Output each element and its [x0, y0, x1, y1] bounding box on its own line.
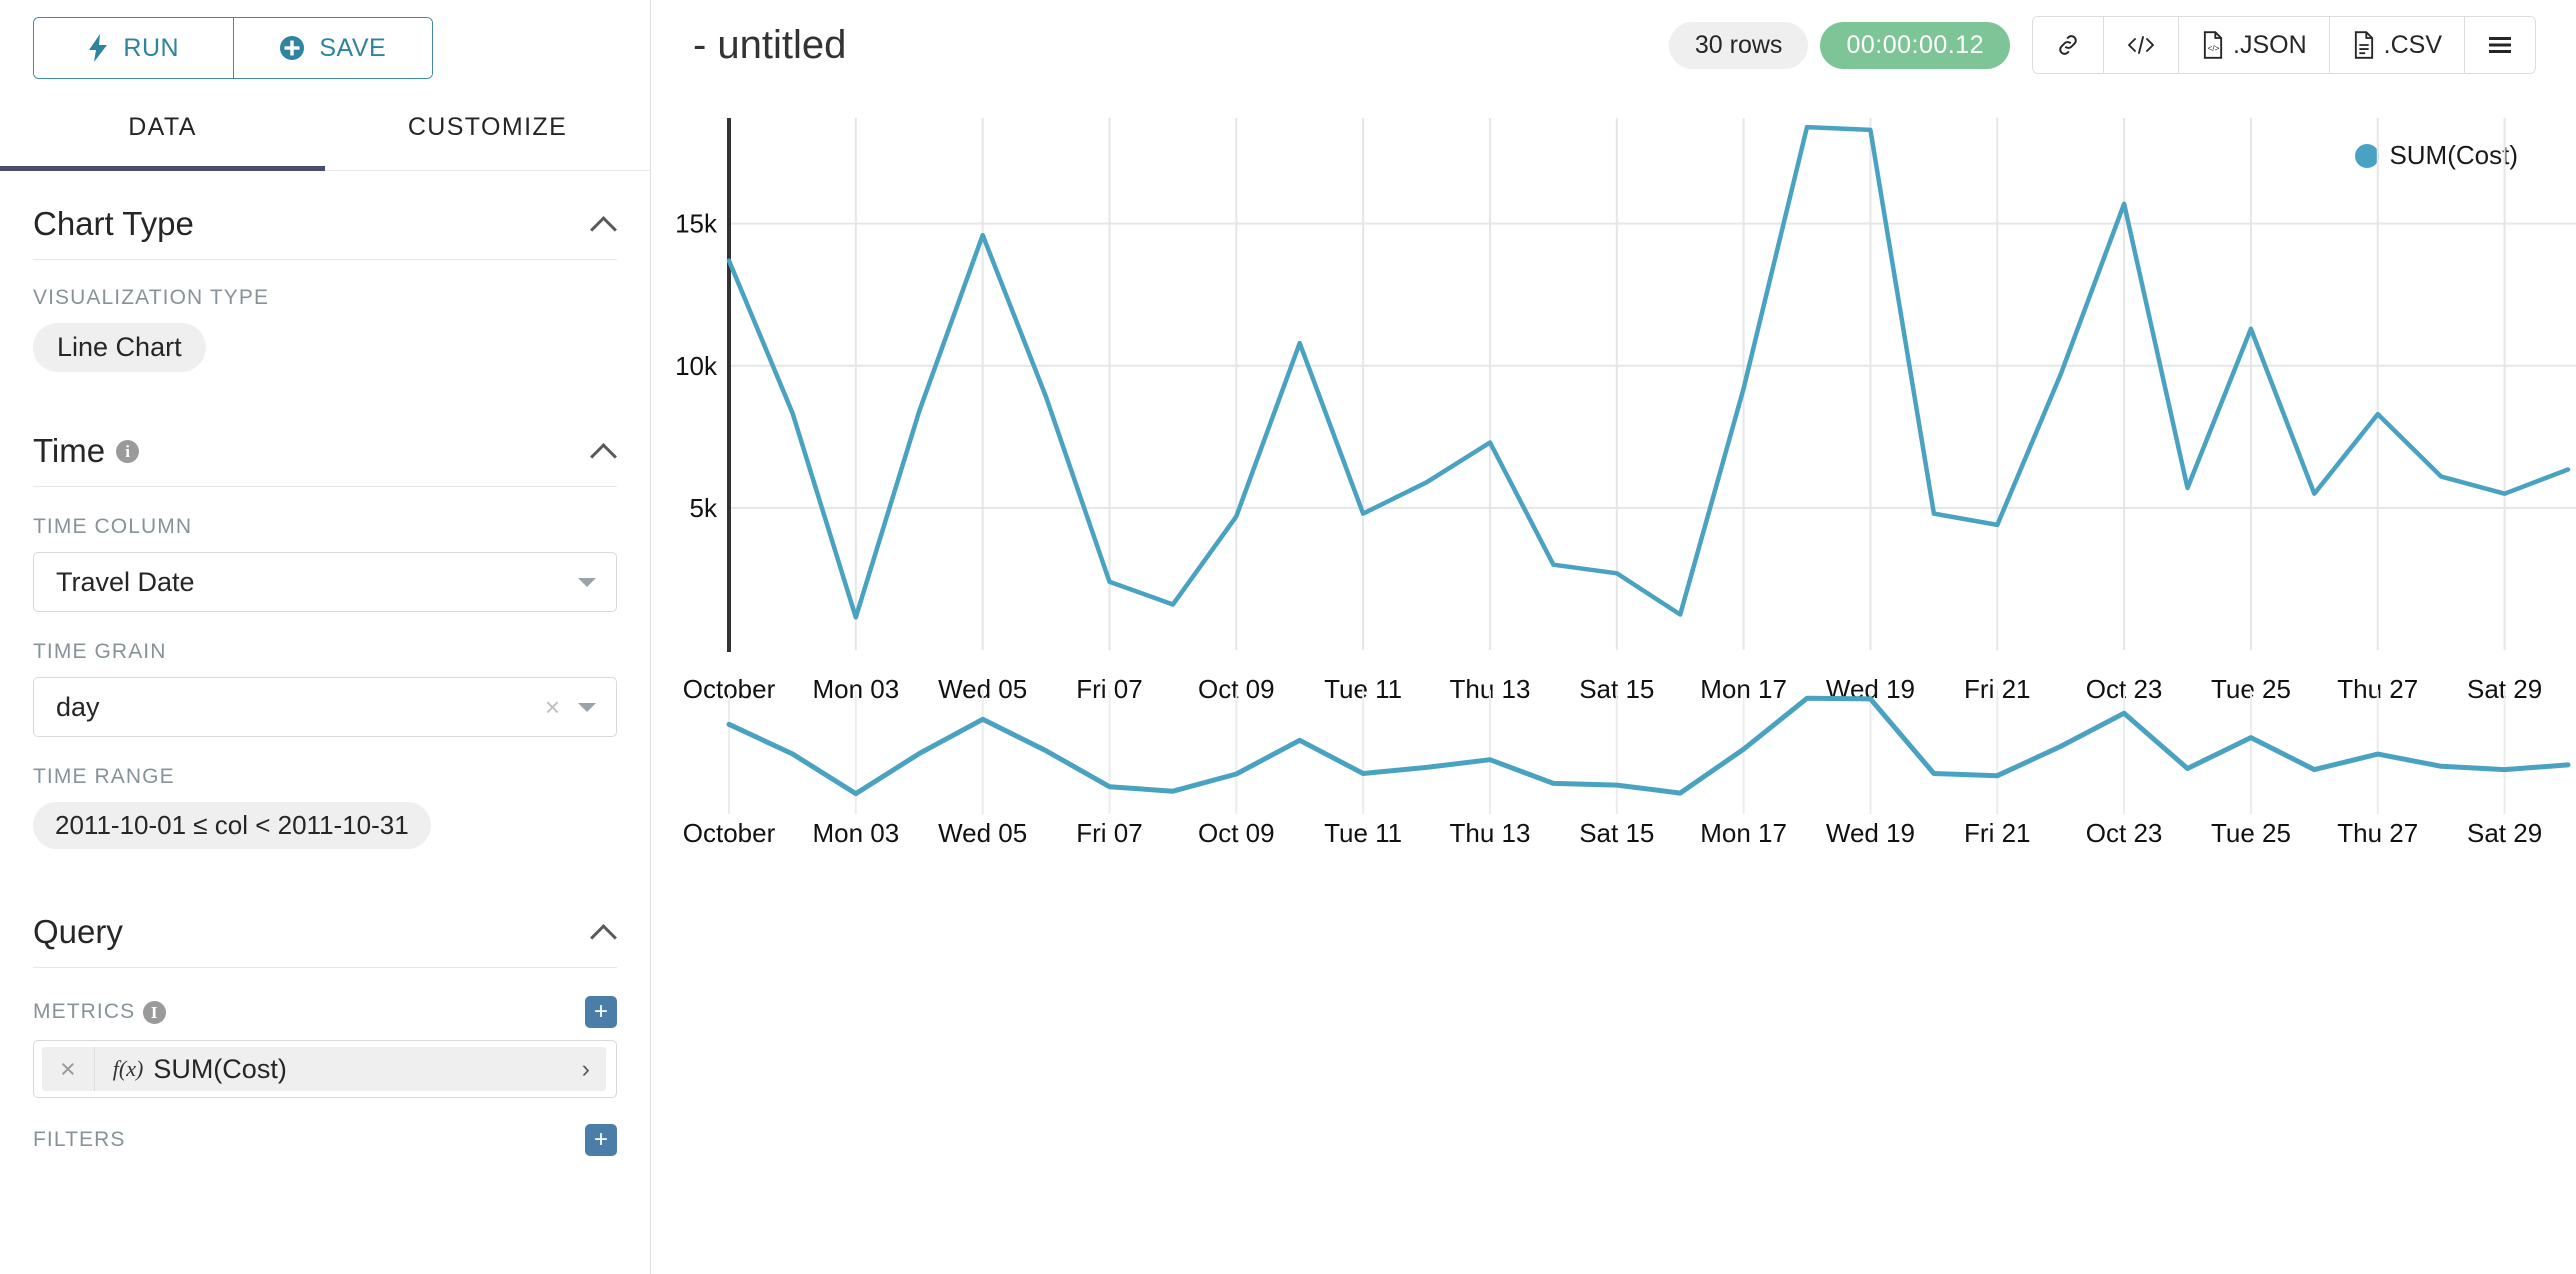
svg-text:Thu 27: Thu 27	[2337, 818, 2418, 848]
bolt-icon	[87, 34, 109, 62]
add-filter-button[interactable]: +	[585, 1124, 617, 1156]
section-chart-type-title: Chart Type	[33, 205, 194, 242]
chart-actions-group: </> .JSON .CSV	[2032, 16, 2536, 74]
legend-color-swatch	[2355, 143, 2380, 168]
metrics-field: METRICS i + × f(x) SUM(Cost) ›	[33, 996, 617, 1098]
remove-metric-icon[interactable]: ×	[42, 1047, 95, 1091]
panel-tabs: DATA CUSTOMIZE	[0, 101, 650, 171]
svg-text:Wed 19: Wed 19	[1826, 818, 1915, 848]
chevron-down-icon[interactable]	[578, 702, 596, 712]
time-grain-select[interactable]: day ×	[33, 677, 617, 737]
svg-text:Tue 11: Tue 11	[1324, 818, 1402, 848]
metrics-control[interactable]: × f(x) SUM(Cost) ›	[33, 1040, 617, 1098]
page-title[interactable]: - untitled	[693, 22, 847, 67]
line-chart-svg: 5k 10k 15k October Mon 03 Wed 05 Fri 07 Oct 09 T…	[675, 118, 2576, 848]
svg-text:Sat 29: Sat 29	[2467, 818, 2542, 848]
svg-text:Oct 09: Oct 09	[1198, 818, 1275, 848]
row-count-badge: 30 rows	[1668, 21, 1809, 69]
query-duration-badge: 00:00:00.12	[1820, 21, 2011, 69]
visualization-type-field: VISUALIZATION TYPE Line Chart	[33, 260, 617, 372]
visualization-type-label: VISUALIZATION TYPE	[33, 286, 270, 309]
export-json-label: .JSON	[2233, 30, 2307, 59]
hamburger-icon	[2487, 34, 2513, 56]
run-button[interactable]: RUN	[34, 18, 233, 78]
chevron-up-icon[interactable]	[591, 438, 617, 464]
svg-text:Oct 23: Oct 23	[2086, 818, 2163, 848]
export-csv-button[interactable]: .CSV	[2328, 17, 2464, 73]
time-column-field: TIME COLUMN Travel Date	[33, 515, 617, 612]
svg-text:</>: </>	[2208, 44, 2220, 53]
svg-text:Sat 15: Sat 15	[1579, 818, 1654, 848]
svg-text:Mon 17: Mon 17	[1700, 818, 1787, 848]
chevron-down-icon[interactable]	[578, 577, 596, 587]
run-save-button-group: RUN SAVE	[33, 17, 433, 79]
metric-value: SUM(Cost)	[153, 1053, 287, 1084]
csv-file-icon	[2352, 31, 2376, 59]
chart-canvas: 5k 10k 15k October Mon 03 Wed 05 Fri 07 Oct 09 T…	[651, 110, 2576, 1150]
control-panel: RUN SAVE DATA CUSTOMIZE Chart Type VISUA…	[0, 0, 651, 1274]
share-link-button[interactable]	[2033, 17, 2104, 73]
section-query-title: Query	[33, 913, 123, 950]
section-time-title-text: Time	[33, 432, 106, 469]
svg-text:Tue 25: Tue 25	[2211, 818, 2291, 848]
filters-label: FILTERS	[33, 1128, 126, 1151]
metrics-label: METRICS	[33, 1000, 136, 1023]
svg-text:Thu 13: Thu 13	[1449, 818, 1530, 848]
time-column-value: Travel Date	[56, 566, 195, 597]
svg-text:October: October	[683, 818, 776, 848]
metric-chip[interactable]: × f(x) SUM(Cost) ›	[42, 1047, 606, 1091]
svg-text:Fri 21: Fri 21	[1964, 818, 2030, 848]
add-metric-button[interactable]: +	[585, 996, 617, 1028]
save-button-label: SAVE	[319, 33, 387, 62]
visualization-type-value[interactable]: Line Chart	[33, 323, 206, 372]
section-time-header[interactable]: Time i	[33, 398, 617, 487]
clear-icon[interactable]: ×	[544, 691, 560, 722]
section-query-header[interactable]: Query	[33, 879, 617, 968]
info-icon[interactable]: i	[143, 1000, 167, 1024]
info-icon[interactable]: i	[116, 439, 140, 463]
tab-customize[interactable]: CUSTOMIZE	[407, 113, 568, 141]
filters-field: FILTERS +	[33, 1124, 617, 1156]
chart-panel: - untitled 30 rows 00:00:00.12 </> .JSON	[651, 0, 2576, 1274]
time-grain-label: TIME GRAIN	[33, 640, 167, 663]
view-query-button[interactable]	[2103, 17, 2179, 73]
time-column-label: TIME COLUMN	[33, 515, 193, 538]
link-icon	[2055, 32, 2081, 58]
chevron-up-icon[interactable]	[591, 211, 617, 237]
time-grain-value: day	[56, 691, 100, 722]
legend-label: SUM(Cost)	[2389, 140, 2518, 170]
plus-circle-icon	[279, 35, 305, 61]
svg-text:10k: 10k	[675, 351, 718, 381]
chart-legend[interactable]: SUM(Cost)	[2355, 140, 2518, 171]
svg-text:Mon 03: Mon 03	[812, 818, 899, 848]
export-csv-label: .CSV	[2383, 30, 2442, 59]
more-options-button[interactable]	[2464, 17, 2535, 73]
svg-text:Fri 07: Fri 07	[1076, 818, 1142, 848]
chevron-up-icon[interactable]	[591, 919, 617, 945]
code-icon	[2126, 33, 2156, 57]
time-column-select[interactable]: Travel Date	[33, 552, 617, 612]
metrics-label-row: METRICS i	[33, 1000, 167, 1024]
chevron-right-icon[interactable]: ›	[581, 1054, 590, 1083]
svg-text:5k: 5k	[690, 493, 718, 523]
tab-data[interactable]: DATA	[0, 101, 325, 170]
export-json-button[interactable]: </> .JSON	[2178, 17, 2329, 73]
time-range-value[interactable]: 2011-10-01 ≤ col < 2011-10-31	[33, 802, 431, 849]
data-panel: Chart Type VISUALIZATION TYPE Line Chart…	[0, 171, 650, 1156]
svg-text:Wed 05: Wed 05	[938, 818, 1027, 848]
run-button-label: RUN	[123, 33, 180, 62]
time-range-label: TIME RANGE	[33, 765, 175, 788]
function-icon: f(x)	[112, 1056, 144, 1081]
time-range-field: TIME RANGE 2011-10-01 ≤ col < 2011-10-31	[33, 765, 617, 849]
time-grain-field: TIME GRAIN day ×	[33, 640, 617, 737]
section-chart-type-header[interactable]: Chart Type	[33, 171, 617, 260]
chart-header: - untitled 30 rows 00:00:00.12 </> .JSON	[651, 0, 2576, 90]
section-time-title: Time i	[33, 432, 140, 470]
save-button[interactable]: SAVE	[232, 18, 432, 78]
json-file-icon: </>	[2201, 31, 2225, 59]
svg-text:15k: 15k	[675, 209, 718, 239]
